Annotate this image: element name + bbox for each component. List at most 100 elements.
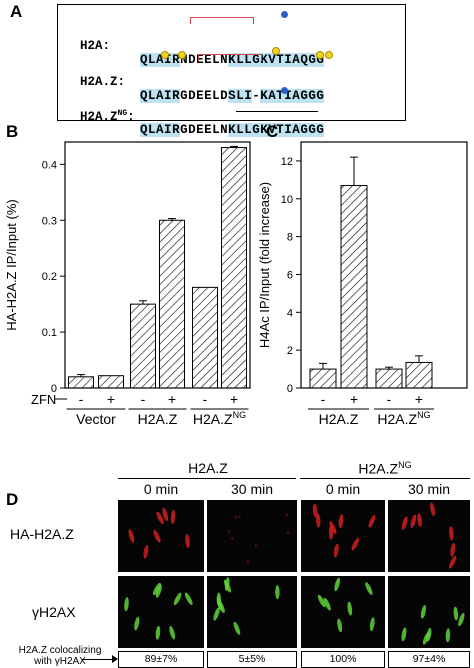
chromosome-signal xyxy=(351,537,360,551)
chromosome-signal xyxy=(162,507,169,522)
zfn-sign: - xyxy=(387,391,392,407)
chromosome-signal xyxy=(317,594,326,608)
y-tick-label: 0.1 xyxy=(42,327,57,339)
chromosome-signal xyxy=(217,600,225,614)
group-header-h2az: H2A.Z xyxy=(188,460,228,476)
residue: N xyxy=(220,123,229,137)
chromosome-signal xyxy=(233,621,241,635)
sequence-alignment-box: H2A: QLAIRNDEELNKLLGKVTIAQGG H2A.Z: QLAI… xyxy=(57,4,406,137)
chromosome-signal xyxy=(173,592,182,606)
residue: T xyxy=(276,89,285,103)
bar xyxy=(405,361,433,389)
residue: L xyxy=(148,89,157,103)
zfn-sign: + xyxy=(230,391,238,407)
zfn-sign: - xyxy=(79,391,84,407)
colocalization-value: 100% xyxy=(301,651,385,668)
caption-arrow-line xyxy=(82,659,116,660)
row-label-gamma-h2ax: γH2AX xyxy=(32,604,76,620)
micrograph-panel xyxy=(388,500,470,572)
y-axis-label: H4Ac IP/Input (fold increase) xyxy=(257,182,272,348)
yellow-dot-marker xyxy=(316,51,324,59)
chromosome-signal xyxy=(347,601,353,616)
y-tick-label: 4 xyxy=(287,307,293,319)
y-tick-label: 12 xyxy=(281,156,293,168)
residue: K xyxy=(260,123,269,137)
signal-speck xyxy=(231,537,234,540)
residue: G xyxy=(308,89,317,103)
residue: A xyxy=(156,89,165,103)
residue: K xyxy=(260,53,269,67)
y-tick-label: 0 xyxy=(287,383,293,395)
residue: I xyxy=(164,123,173,137)
residue: L xyxy=(236,123,245,137)
zfn-sign: + xyxy=(168,391,176,407)
residue: A xyxy=(292,123,301,137)
residue: E xyxy=(204,123,213,137)
chromosome-signal xyxy=(275,585,280,600)
signal-speck xyxy=(238,515,241,518)
residue: K xyxy=(228,53,237,67)
zfn-sign: + xyxy=(107,391,115,407)
chromosome-signal xyxy=(445,628,451,643)
sequence-row-h2az-ng: H2A.ZNG: QLAIRGDEELNKLLGKVTIAGGG xyxy=(58,95,325,151)
residue: - xyxy=(252,89,261,103)
panel-b-label: B xyxy=(6,122,19,141)
sequence-text: QLAIRNDEELNKLLGKVTIAQGG xyxy=(140,53,325,67)
residue: I xyxy=(284,123,293,137)
colocalization-value: 5±5% xyxy=(207,651,297,668)
residue: G xyxy=(252,123,261,137)
residue: E xyxy=(196,53,205,67)
residue: G xyxy=(308,123,317,137)
residue: D xyxy=(220,89,229,103)
bar xyxy=(309,368,337,389)
residue: E xyxy=(196,89,205,103)
zfn-sign: - xyxy=(321,391,326,407)
bar xyxy=(221,147,247,389)
residue: A xyxy=(156,123,165,137)
signal-speck xyxy=(254,544,257,547)
y-tick-label: 6 xyxy=(287,269,293,281)
bar xyxy=(375,368,403,389)
chromosome-signal xyxy=(323,597,331,611)
bar xyxy=(192,286,218,389)
chromosome-signal xyxy=(333,543,339,558)
group-label: H2A.Z xyxy=(319,411,359,427)
residue: K xyxy=(228,123,237,137)
chromosome-signal xyxy=(449,555,457,569)
chromosome-signal xyxy=(401,516,408,530)
chromosome-signal xyxy=(134,616,140,631)
residue: L xyxy=(236,89,245,103)
residue: I xyxy=(164,53,173,67)
chromosome-signal xyxy=(169,625,176,640)
chromosome-signal xyxy=(449,526,454,541)
residue: I xyxy=(164,89,173,103)
chromosome-signal xyxy=(316,513,321,528)
yellow-dot-marker xyxy=(325,51,333,59)
chromosome-signal xyxy=(410,514,417,529)
residue: G xyxy=(316,89,325,103)
chromosome-signal xyxy=(128,529,135,543)
residue: A xyxy=(268,89,277,103)
group-label: H2A.ZNG xyxy=(193,410,246,427)
time-label: 30 min xyxy=(230,481,274,497)
residue: T xyxy=(276,123,285,137)
bar xyxy=(130,303,156,389)
chart-c: 0 2 4 6 8 10 12 - + - + H4Ac IP/Input (fold increas… xyxy=(257,141,468,427)
red-bracket xyxy=(198,54,262,61)
y-tick-label: 8 xyxy=(287,232,293,244)
residue: Q xyxy=(140,53,149,67)
chromosome-signal xyxy=(224,577,230,591)
group-label: H2A.Z xyxy=(138,411,178,427)
zfn-sign: + xyxy=(415,391,423,407)
residue: G xyxy=(252,53,261,67)
time-label: 0 min xyxy=(143,481,179,497)
residue: V xyxy=(268,123,277,137)
bar xyxy=(68,376,94,389)
residue: G xyxy=(308,53,317,67)
y-tick-label: 10 xyxy=(281,194,293,206)
residue: V xyxy=(268,53,277,67)
colocalization-value: 97±4% xyxy=(388,651,470,668)
sequence-name-superscript: NG xyxy=(117,109,128,118)
underline-marker xyxy=(236,111,318,112)
residue: E xyxy=(196,123,205,137)
